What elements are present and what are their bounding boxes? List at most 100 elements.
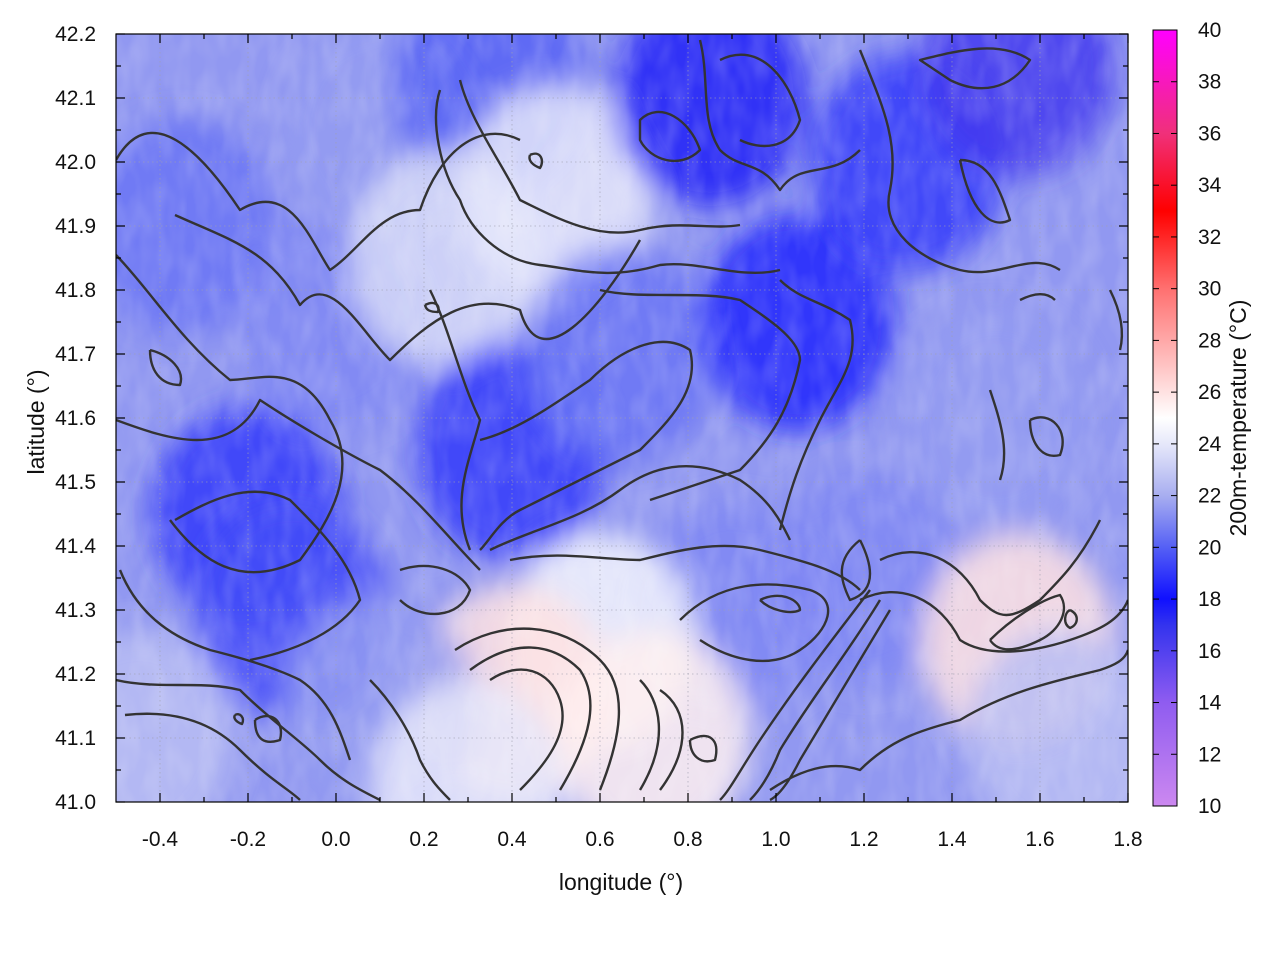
y-tick-label: 41.0 bbox=[55, 791, 96, 814]
contour-line bbox=[698, 39, 861, 192]
contour-line bbox=[859, 590, 1128, 653]
colorbar bbox=[1152, 29, 1178, 807]
colorbar-ticks bbox=[1153, 29, 1177, 807]
contour-line bbox=[528, 152, 544, 170]
colorbar-tick-label: 14 bbox=[1198, 692, 1222, 715]
colorbar-tick-label: 38 bbox=[1198, 71, 1221, 94]
contour-line bbox=[479, 340, 694, 551]
contour-line bbox=[423, 301, 440, 314]
contour-line bbox=[509, 544, 861, 591]
colorbar-tick-label: 30 bbox=[1198, 278, 1221, 301]
contour-line bbox=[638, 110, 702, 163]
contour-line bbox=[399, 564, 472, 615]
contour-line bbox=[778, 279, 854, 531]
contour-line bbox=[1019, 293, 1056, 302]
colorbar-tick-label: 40 bbox=[1198, 19, 1221, 42]
y-tick-label: 41.4 bbox=[55, 535, 96, 558]
contour-line bbox=[719, 589, 871, 801]
y-axis-label: latitude (°) bbox=[23, 369, 49, 474]
colorbar-tick-label: 34 bbox=[1198, 174, 1222, 197]
contour-line bbox=[858, 49, 1061, 274]
colorbar-tick-label: 36 bbox=[1198, 122, 1221, 145]
colorbar-tick-labels: 10 12 14 16 18 20 22 24 26 28 30 32 34 36 38 40 bbox=[1198, 19, 1222, 818]
colorbar-tick-label: 10 bbox=[1198, 795, 1221, 818]
colorbar-tick-label: 32 bbox=[1198, 226, 1221, 249]
contour-line bbox=[428, 289, 482, 551]
y-tick-label: 41.1 bbox=[55, 727, 96, 750]
contour-line bbox=[769, 649, 1128, 791]
colorbar-tick-label: 28 bbox=[1198, 329, 1221, 352]
contour-line bbox=[118, 569, 352, 761]
contour-line bbox=[638, 679, 661, 791]
x-tick-label: 0.8 bbox=[673, 828, 702, 851]
contour-line bbox=[434, 89, 781, 275]
plot-grid bbox=[116, 34, 1128, 802]
contour-line bbox=[116, 678, 381, 802]
y-tick-label: 41.2 bbox=[55, 663, 96, 686]
contour-line bbox=[918, 47, 1032, 90]
contour-line bbox=[659, 689, 684, 791]
colorbar-tick-label: 18 bbox=[1198, 588, 1221, 611]
colorbar-tick-label: 26 bbox=[1198, 381, 1221, 404]
contour-line bbox=[124, 712, 301, 801]
x-tick-label: 1.4 bbox=[937, 828, 967, 851]
x-tick-label: 1.8 bbox=[1113, 828, 1142, 851]
contour-line bbox=[174, 213, 642, 362]
x-tick-label: 0.6 bbox=[585, 828, 614, 851]
y-tick-label: 42.2 bbox=[55, 23, 96, 46]
x-tick-label: -0.2 bbox=[230, 828, 266, 851]
x-tick-label: 1.2 bbox=[849, 828, 878, 851]
contour-line bbox=[679, 583, 830, 663]
contour-line bbox=[489, 668, 564, 791]
contour-line bbox=[988, 389, 1006, 481]
x-tick-label: 0.0 bbox=[321, 828, 350, 851]
colorbar-tick-label: 20 bbox=[1198, 536, 1221, 559]
contour-line bbox=[1028, 416, 1064, 457]
y-tick-label: 41.8 bbox=[55, 279, 96, 302]
y-tick-label: 42.0 bbox=[55, 151, 96, 174]
colorbar-label: 200m-temperature (°C) bbox=[1225, 300, 1251, 537]
contour-line bbox=[1063, 608, 1078, 630]
y-tick-label: 41.5 bbox=[55, 471, 96, 494]
contour-line bbox=[688, 734, 718, 763]
y-tick-label: 42.1 bbox=[55, 87, 96, 110]
contour-line bbox=[958, 158, 1012, 224]
x-axis-label: longitude (°) bbox=[559, 869, 683, 895]
contour-line bbox=[253, 714, 283, 743]
axis-ticks bbox=[116, 33, 1129, 803]
contour-line bbox=[454, 627, 621, 791]
contour-line bbox=[840, 539, 872, 602]
contour-line bbox=[759, 594, 802, 614]
contour-line bbox=[369, 679, 451, 801]
y-tick-label: 41.3 bbox=[55, 599, 96, 622]
y-tick-labels: 41.0 41.1 41.2 41.3 41.4 41.5 41.6 41.7 41.8 41.9… bbox=[55, 23, 96, 814]
x-tick-label: 1.6 bbox=[1025, 828, 1054, 851]
colorbar-tick-label: 16 bbox=[1198, 640, 1221, 663]
contour-line bbox=[719, 53, 802, 148]
x-tick-label: -0.4 bbox=[142, 828, 179, 851]
orography-contours bbox=[116, 39, 1128, 802]
contour-line bbox=[1108, 289, 1124, 351]
contour-line bbox=[599, 288, 802, 502]
y-tick-label: 41.9 bbox=[55, 215, 96, 238]
contour-line bbox=[469, 646, 592, 791]
colorbar-tick-label: 24 bbox=[1198, 433, 1222, 456]
contour-line bbox=[174, 490, 362, 662]
y-tick-label: 41.7 bbox=[55, 343, 96, 366]
contour-line bbox=[989, 593, 1066, 651]
contour-line bbox=[148, 348, 183, 387]
x-tick-label: 0.2 bbox=[409, 828, 438, 851]
colorbar-tick-label: 12 bbox=[1198, 743, 1221, 766]
colorbar-tick-label: 22 bbox=[1198, 485, 1221, 508]
y-tick-label: 41.6 bbox=[55, 407, 96, 430]
x-tick-label: 0.4 bbox=[497, 828, 527, 851]
contour-line bbox=[116, 398, 481, 571]
contour-line bbox=[749, 599, 882, 801]
x-tick-label: 1.0 bbox=[761, 828, 790, 851]
contour-line bbox=[233, 713, 245, 726]
contour-line bbox=[489, 464, 792, 552]
contour-line bbox=[879, 519, 1102, 617]
contour-line bbox=[116, 254, 344, 574]
x-tick-labels: -0.4 -0.2 0.0 0.2 0.4 0.6 0.8 1.0 1.2 1.4 1.6 1.8 bbox=[142, 828, 1143, 851]
